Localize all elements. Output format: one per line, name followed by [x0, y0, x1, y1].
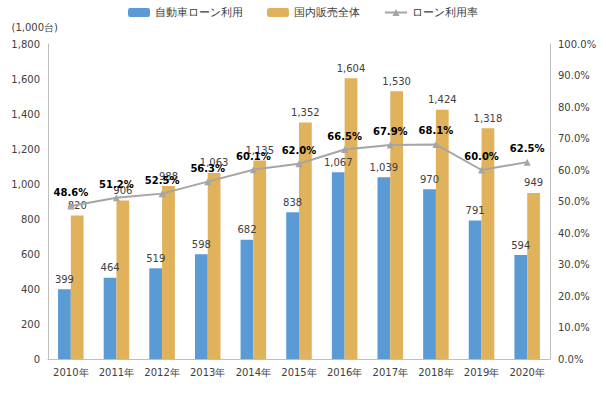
svg-text:40.0%: 40.0% — [558, 228, 590, 239]
svg-text:1,530: 1,530 — [382, 76, 411, 87]
svg-text:519: 519 — [146, 253, 165, 264]
svg-text:820: 820 — [67, 200, 87, 211]
svg-text:62.5%: 62.5% — [510, 143, 545, 154]
svg-text:2018年: 2018年 — [418, 367, 453, 378]
svg-text:70.0%: 70.0% — [558, 133, 590, 144]
svg-text:1,352: 1,352 — [291, 107, 320, 118]
svg-text:51.2%: 51.2% — [99, 179, 134, 190]
svg-text:国内販売全体: 国内販売全体 — [294, 6, 360, 19]
svg-text:48.6%: 48.6% — [53, 187, 88, 198]
svg-text:791: 791 — [466, 205, 485, 216]
svg-text:400: 400 — [21, 284, 40, 295]
svg-text:100.0%: 100.0% — [558, 39, 596, 50]
svg-text:1,424: 1,424 — [428, 94, 457, 105]
svg-text:50.0%: 50.0% — [558, 196, 590, 207]
svg-text:2010年: 2010年 — [53, 367, 88, 378]
svg-text:80.0%: 80.0% — [558, 102, 590, 113]
svg-text:1,604: 1,604 — [337, 63, 366, 74]
svg-text:1,039: 1,039 — [370, 162, 399, 173]
svg-text:10.0%: 10.0% — [558, 322, 590, 333]
svg-text:598: 598 — [192, 239, 211, 250]
svg-text:0.0%: 0.0% — [558, 354, 583, 365]
svg-text:67.9%: 67.9% — [373, 126, 408, 137]
svg-text:838: 838 — [283, 197, 302, 208]
svg-text:66.5%: 66.5% — [327, 131, 362, 142]
svg-text:2013年: 2013年 — [190, 367, 225, 378]
svg-text:60.0%: 60.0% — [558, 165, 590, 176]
svg-text:600: 600 — [21, 249, 40, 260]
svg-text:30.0%: 30.0% — [558, 259, 590, 270]
svg-text:2015年: 2015年 — [281, 367, 316, 378]
svg-text:20.0%: 20.0% — [558, 291, 590, 302]
svg-text:1,200: 1,200 — [11, 144, 40, 155]
svg-text:90.0%: 90.0% — [558, 70, 590, 81]
svg-text:2020年: 2020年 — [509, 367, 544, 378]
svg-text:(1,000台): (1,000台) — [12, 22, 59, 33]
svg-text:1,000: 1,000 — [11, 179, 40, 190]
svg-text:1,400: 1,400 — [11, 109, 40, 120]
svg-text:56.3%: 56.3% — [190, 163, 225, 174]
svg-text:2019年: 2019年 — [464, 367, 499, 378]
svg-text:949: 949 — [524, 177, 543, 188]
svg-text:1,600: 1,600 — [11, 74, 40, 85]
svg-text:60.0%: 60.0% — [464, 151, 499, 162]
svg-text:68.1%: 68.1% — [419, 125, 454, 136]
svg-text:1,800: 1,800 — [11, 39, 40, 50]
svg-text:62.0%: 62.0% — [282, 145, 317, 156]
svg-text:1,318: 1,318 — [474, 113, 503, 124]
svg-text:0: 0 — [34, 354, 40, 365]
svg-text:2012年: 2012年 — [144, 367, 179, 378]
svg-text:2014年: 2014年 — [236, 367, 271, 378]
svg-text:1,067: 1,067 — [324, 157, 353, 168]
svg-text:60.1%: 60.1% — [236, 151, 271, 162]
svg-text:906: 906 — [113, 184, 133, 196]
svg-text:970: 970 — [420, 174, 439, 185]
svg-text:800: 800 — [21, 214, 40, 225]
svg-text:自動車ローン利用: 自動車ローン利用 — [155, 6, 243, 19]
svg-text:682: 682 — [237, 224, 256, 235]
svg-text:2016年: 2016年 — [327, 367, 362, 378]
svg-text:594: 594 — [511, 240, 530, 251]
svg-text:200: 200 — [21, 319, 40, 330]
svg-text:399: 399 — [55, 274, 74, 285]
svg-text:ローン利用率: ローン利用率 — [412, 6, 478, 19]
svg-text:2017年: 2017年 — [373, 367, 408, 378]
svg-text:52.5%: 52.5% — [145, 175, 180, 186]
svg-text:2011年: 2011年 — [99, 367, 134, 378]
svg-text:464: 464 — [101, 262, 120, 273]
